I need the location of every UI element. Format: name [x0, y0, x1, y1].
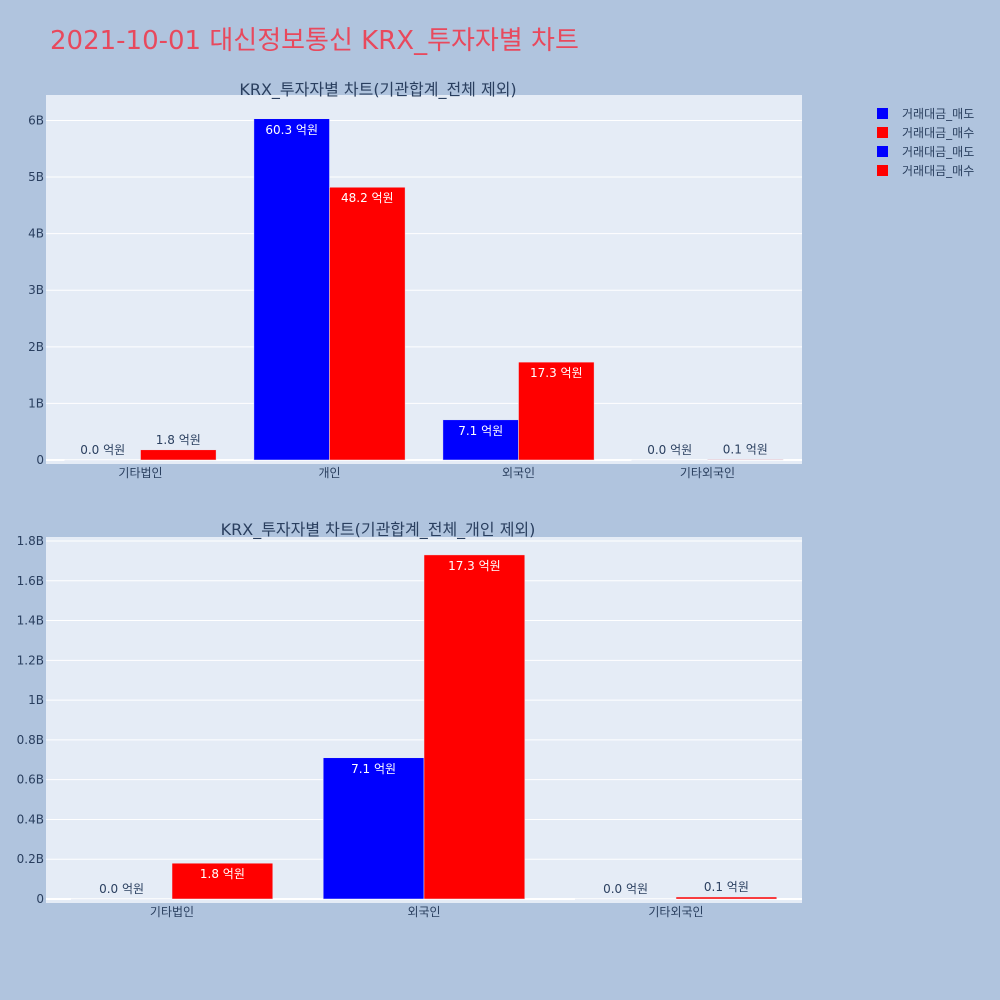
- y-tick-label: 0: [36, 892, 44, 906]
- bar-value-label: 17.3 억원: [530, 366, 583, 380]
- bar-value-label: 1.8 억원: [156, 433, 201, 447]
- legend-label[interactable]: 거래대금_매도: [902, 145, 974, 159]
- legend-swatch[interactable]: [877, 108, 888, 119]
- chart-1: 0 1B 2B 3B 4B 5B 6B KRX_투자자별 차트(기관합계_전체 제외) 기타법인…: [28, 80, 802, 480]
- bar-value-label: 0.0 억원: [80, 443, 125, 457]
- legend-swatch[interactable]: [877, 165, 888, 176]
- bar: [442, 419, 519, 461]
- y-tick-label: 0: [36, 453, 44, 467]
- plots: 0 1B 2B 3B 4B 5B 6B KRX_투자자별 차트(기관합계_전체 제외) 기타법인…: [17, 80, 802, 919]
- bar-value-label: 0.0 억원: [99, 882, 144, 896]
- bar: [322, 757, 425, 900]
- x-tick-label: 기타외국인: [680, 466, 735, 480]
- x-tick-label: 기타법인: [150, 905, 194, 919]
- y-tick-label: 1B: [28, 693, 44, 707]
- legend-label[interactable]: 거래대금_매수: [902, 164, 974, 178]
- bar-value-label: 17.3 억원: [448, 559, 501, 573]
- bar: [518, 361, 595, 461]
- bar: [707, 459, 784, 461]
- bar: [423, 554, 526, 900]
- chart-title: KRX_투자자별 차트(기관합계_전체_개인 제외): [221, 520, 536, 540]
- bar-value-label: 0.1 억원: [723, 442, 768, 456]
- chart-title: KRX_투자자별 차트(기관합계_전체 제외): [239, 80, 516, 100]
- bar-value-label: 0.0 억원: [647, 443, 692, 457]
- x-tick-label: 기타외국인: [648, 905, 703, 919]
- y-tick-label: 1.4B: [17, 614, 44, 628]
- bar-value-label: 0.0 억원: [603, 882, 648, 896]
- plot-background: [46, 95, 802, 464]
- bar: [64, 459, 141, 461]
- y-tick-label: 3B: [28, 283, 44, 297]
- y-tick-label: 2B: [28, 340, 44, 354]
- bar: [329, 186, 406, 461]
- y-tick-label: 0.4B: [17, 812, 44, 826]
- bar-value-label: 7.1 억원: [351, 762, 396, 776]
- bar: [253, 118, 330, 461]
- chart-2: 0 0.2B 0.4B 0.6B 0.8B 1B 1.2B 1.4B 1.6B 1.8B KRX_투…: [17, 520, 802, 919]
- bar: [171, 862, 274, 900]
- bar: [140, 449, 217, 461]
- bar: [631, 459, 708, 461]
- y-tick-label: 0.2B: [17, 852, 44, 866]
- bar-value-label: 1.8 억원: [200, 867, 245, 881]
- y-tick-label: 0.6B: [17, 773, 44, 787]
- bar: [574, 898, 677, 900]
- y-tick-label: 0.8B: [17, 733, 44, 747]
- y-tick-label: 1.8B: [17, 534, 44, 548]
- x-tick-label: 개인: [318, 466, 340, 480]
- legend-swatch[interactable]: [877, 127, 888, 138]
- y-tick-label: 5B: [28, 170, 44, 184]
- legend-label[interactable]: 거래대금_매도: [902, 107, 974, 121]
- y-tick-label: 1.2B: [17, 653, 44, 667]
- legend-swatch[interactable]: [877, 146, 888, 157]
- bar-value-label: 7.1 억원: [458, 424, 503, 438]
- y-tick-label: 6B: [28, 113, 44, 127]
- y-tick-label: 4B: [28, 227, 44, 241]
- y-tick-label: 1.6B: [17, 574, 44, 588]
- x-tick-label: 외국인: [502, 466, 535, 480]
- bar-value-label: 60.3 억원: [265, 123, 318, 137]
- x-tick-label: 외국인: [407, 905, 440, 919]
- y-tick-label: 1B: [28, 396, 44, 410]
- bar: [70, 898, 173, 900]
- bar-value-label: 0.1 억원: [704, 880, 749, 894]
- bar: [675, 896, 778, 900]
- page-title: 2021-10-01 대신정보통신 KRX_투자자별 차트: [50, 26, 579, 56]
- x-tick-label: 기타법인: [118, 466, 162, 480]
- legend-label[interactable]: 거래대금_매수: [902, 126, 974, 140]
- bar-value-label: 48.2 억원: [341, 191, 394, 205]
